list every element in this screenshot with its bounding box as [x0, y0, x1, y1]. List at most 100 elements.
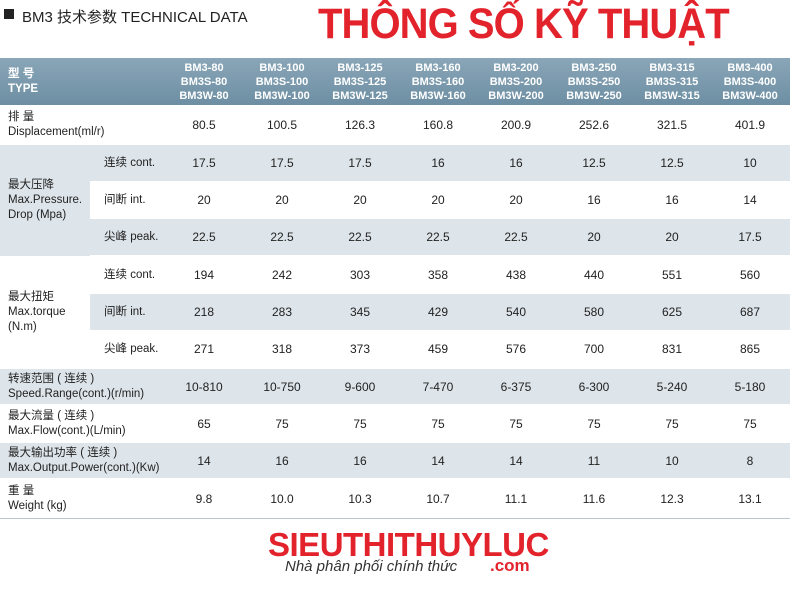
value-cell: 100.5 [243, 105, 321, 144]
value-cell: 17.5 [711, 219, 789, 255]
value: 75 [587, 416, 601, 431]
group-label-line: 排 量 [8, 110, 35, 123]
value: 22.5 [192, 230, 216, 244]
value: 16 [353, 453, 367, 468]
value: 17.5 [348, 156, 372, 170]
model-name: BM3-100 [259, 61, 305, 74]
group-label-line: Drop (Mpa) [8, 209, 67, 221]
value: 551 [661, 268, 683, 282]
value: 194 [193, 268, 215, 282]
footer-brand: SIEUTHITHUYLUC [268, 526, 549, 563]
value-cell: 20 [633, 219, 711, 255]
value: 580 [583, 305, 605, 319]
group-label: 最大输出功率 ( 连续 ) Max.Output.Power(cont.)(Kw) [0, 443, 180, 478]
group-label-line: Displacement(ml/r) [8, 125, 105, 138]
model-name: BM3W-160 [410, 89, 466, 102]
value: 429 [427, 305, 449, 319]
value: 20 [431, 193, 445, 207]
value-cell: 80.5 [165, 105, 243, 144]
value: 218 [193, 305, 215, 319]
model-header: BM3-80 BM3S-80 BM3W-80 [165, 58, 243, 105]
value-cell: 9.8 [165, 480, 243, 517]
value: 75 [353, 416, 367, 431]
table-bottom-rule [0, 518, 790, 519]
value: 321.5 [656, 117, 688, 132]
value: 14 [197, 453, 211, 468]
model-name: BM3W-80 [179, 89, 229, 102]
value-cell: 194 [165, 257, 243, 293]
value-cell: 126.3 [321, 105, 399, 144]
value: 11 [587, 453, 601, 468]
value: 20 [587, 230, 601, 244]
value-cell: 9-600 [321, 369, 399, 404]
value-cell: 75 [243, 406, 321, 441]
value: 22.5 [504, 230, 528, 244]
value: 126.3 [344, 117, 376, 132]
model-name: BM3W-200 [488, 89, 544, 102]
model-name: BM3-400 [727, 61, 773, 74]
group-label-line: Max.Output.Power(cont.)(Kw) [8, 461, 160, 474]
value: 5-180 [734, 379, 766, 394]
value: 10 [743, 156, 757, 170]
value-cell: 218 [165, 294, 243, 330]
section-title: BM3 技术参数 TECHNICAL DATA [22, 9, 248, 26]
type-label-line: TYPE [8, 82, 39, 95]
value: 318 [271, 342, 293, 356]
sub-label: 尖峰 peak. [96, 331, 166, 367]
value-cell: 75 [477, 406, 555, 441]
value-cell: 6-300 [555, 369, 633, 404]
value-cell: 65 [165, 406, 243, 441]
value: 75 [665, 416, 679, 431]
value-cell: 16 [399, 145, 477, 181]
value: 22.5 [426, 230, 450, 244]
value: 160.8 [422, 117, 454, 132]
value: 16 [431, 156, 445, 170]
sub-label-text: 尖峰 peak. [104, 230, 159, 243]
sub-label: 间断 int. [96, 294, 166, 330]
value-cell: 7-470 [399, 369, 477, 404]
value: 16 [587, 193, 601, 207]
value-cell: 20 [555, 219, 633, 255]
value-cell: 10 [633, 443, 711, 478]
value-cell: 22.5 [243, 219, 321, 255]
group-background [0, 145, 90, 256]
value-cell: 10-750 [243, 369, 321, 404]
value: 65 [197, 416, 211, 431]
value-cell: 14 [399, 443, 477, 478]
value-cell: 20 [321, 182, 399, 218]
brand-title: THÔNG SỐ KỸ THUẬT [318, 0, 730, 48]
value: 75 [431, 416, 445, 431]
group-label: 最大压降 Max.Pressure. Drop (Mpa) [0, 145, 96, 256]
value: 7-470 [422, 379, 454, 394]
group-label-line: Max.torque [8, 306, 66, 318]
model-name: BM3-200 [493, 61, 539, 74]
value: 700 [583, 342, 605, 356]
value-cell: 22.5 [321, 219, 399, 255]
value: 17.5 [192, 156, 216, 170]
value: 12.5 [582, 156, 606, 170]
row-background [90, 145, 790, 181]
model-header: BM3-125 BM3S-125 BM3W-125 [321, 58, 399, 105]
value-cell: 580 [555, 294, 633, 330]
value-cell: 358 [399, 257, 477, 293]
sub-label-text: 连续 cont. [104, 156, 156, 169]
value-cell: 401.9 [711, 105, 789, 144]
group-label: 转速范围 ( 连续 ) Speed.Range(cont.)(r/min) [0, 369, 180, 404]
model-name: BM3S-125 [333, 75, 387, 88]
value-cell: 700 [555, 331, 633, 367]
value-cell: 11.6 [555, 480, 633, 517]
model-header: BM3-400 BM3S-400 BM3W-400 [711, 58, 789, 105]
value-cell: 459 [399, 331, 477, 367]
sub-label: 尖峰 peak. [96, 219, 166, 255]
value: 401.9 [734, 117, 766, 132]
value-cell: 20 [243, 182, 321, 218]
value: 252.6 [578, 117, 610, 132]
value-cell: 14 [711, 182, 789, 218]
value: 358 [427, 268, 449, 282]
value-cell: 271 [165, 331, 243, 367]
value-cell: 75 [321, 406, 399, 441]
value-cell: 22.5 [477, 219, 555, 255]
value-cell: 11 [555, 443, 633, 478]
value: 560 [739, 268, 761, 282]
value: 10-750 [263, 379, 301, 394]
